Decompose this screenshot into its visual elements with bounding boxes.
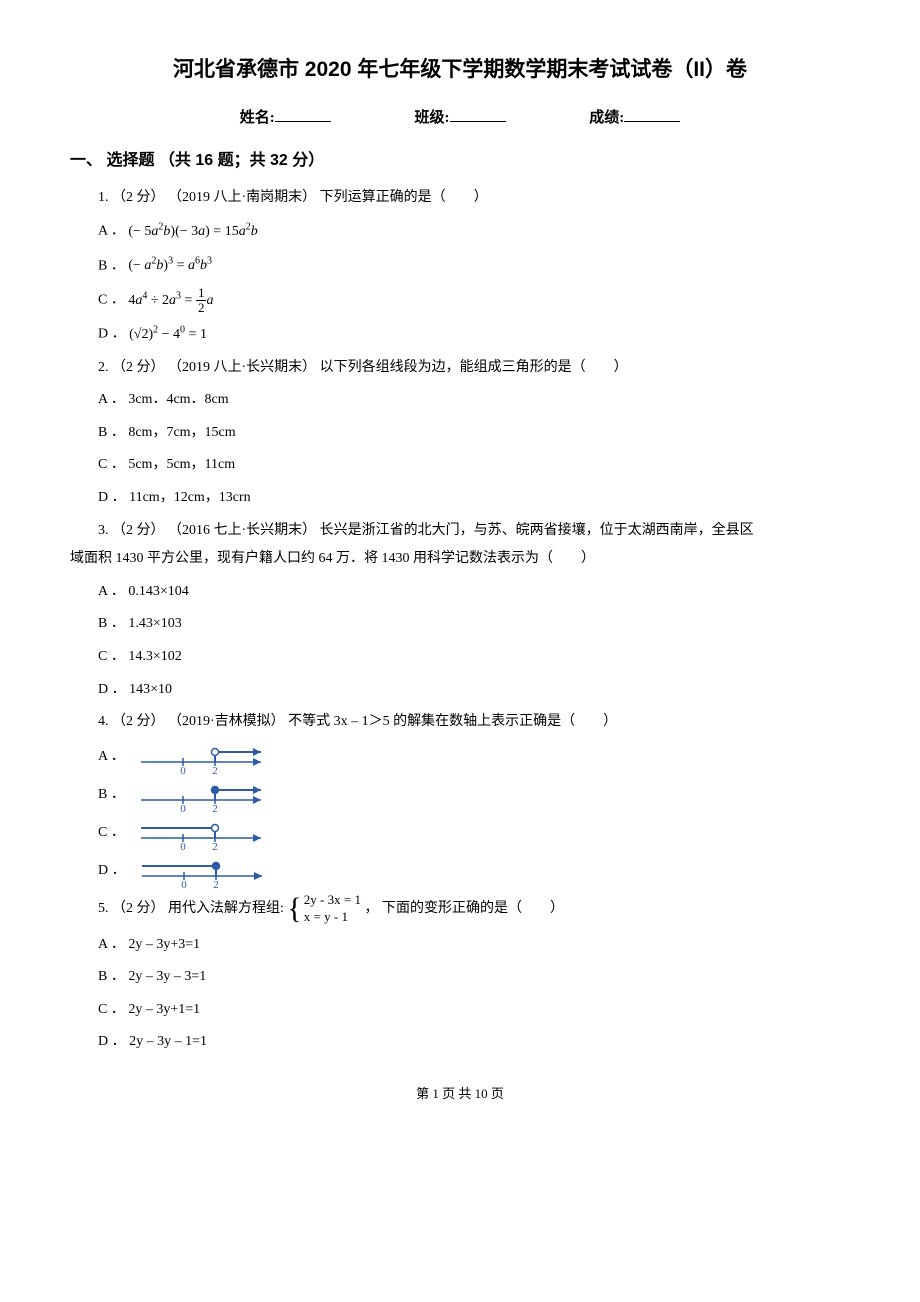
q4-option-b: B ． 0 2 (98, 778, 850, 812)
q4-a-prefix: A ． (98, 744, 125, 771)
q3-option-a: A ． 0.143×104 (98, 579, 850, 606)
q1-c-prefix: C ． (98, 293, 125, 308)
q5-text: 5. （2 分） 用代入法解方程组: { 2y - 3x = 1 x = y -… (98, 892, 850, 926)
axis-label-0: 0 (180, 765, 186, 774)
svg-text:2: 2 (212, 841, 218, 850)
q1-a-prefix: A ． (98, 224, 125, 239)
q4-options: A ． 0 2 B ． 0 2 C ． (98, 740, 850, 888)
q2-option-a: A ． 3cm．4cm．8cm (98, 387, 850, 414)
q5-option-c: C ． 2y – 3y+1=1 (98, 997, 850, 1024)
q1-option-d: D ． (√2)2 − 40 = 1 (98, 320, 850, 348)
q4-option-d: D ． 0 2 (98, 854, 850, 888)
q1-c-math: 4a4 ÷ 2a3 = 12a (128, 293, 213, 308)
svg-text:0: 0 (181, 879, 187, 888)
q3-option-d: D ． 143×10 (98, 677, 850, 704)
q4-b-prefix: B ． (98, 782, 125, 809)
q1-text: 1. （2 分） （2019 八上·南岗期末） 下列运算正确的是（ ） (98, 185, 850, 212)
q1-option-c: C ． 4a4 ÷ 2a3 = 12a (98, 286, 850, 315)
q4-c-prefix: C ． (98, 820, 125, 847)
section-1-header: 一、 选择题 （共 16 题；共 32 分） (70, 146, 850, 176)
q2-option-d: D ． 11cm，12cm，13crn (98, 485, 850, 512)
q5-system: { 2y - 3x = 1 x = y - 1 (287, 892, 361, 926)
q5-sys-row2: x = y - 1 (304, 909, 348, 924)
q5-sys-row1: 2y - 3x = 1 (304, 892, 361, 907)
q1-d-math: (√2)2 − 40 = 1 (129, 327, 207, 342)
q4-a-axis: 0 2 (135, 740, 275, 774)
q3-options: A ． 0.143×104 B ． 1.43×103 C ． 14.3×102 … (98, 579, 850, 703)
meta-row: 姓名: 班级: 成绩: (70, 104, 850, 133)
score-blank (624, 121, 680, 122)
svg-text:2: 2 (213, 879, 219, 888)
q4-c-axis: 0 2 (135, 816, 275, 850)
brace-icon: { (287, 894, 301, 924)
q1-b-prefix: B ． (98, 258, 125, 273)
q5-pre: 5. （2 分） 用代入法解方程组: (98, 901, 284, 916)
name-label: 姓名: (240, 110, 275, 126)
meta-class: 班级: (415, 104, 506, 133)
q3-option-c: C ． 14.3×102 (98, 644, 850, 671)
q2-text: 2. （2 分） （2019 八上·长兴期末） 以下列各组线段为边，能组成三角形… (98, 355, 850, 382)
q3-option-b: B ． 1.43×103 (98, 611, 850, 638)
q1-options: A ． (− 5a2b)(− 3a) = 15a2b B ． (− a2b)3 … (98, 217, 850, 348)
svg-text:2: 2 (212, 803, 218, 812)
svg-text:0: 0 (180, 803, 186, 812)
q4-option-c: C ． 0 2 (98, 816, 850, 850)
q4-text: 4. （2 分） （2019·吉林模拟） 不等式 3x – 1＞5 的解集在数轴… (98, 709, 850, 736)
axis-label-2: 2 (212, 765, 218, 774)
svg-text:0: 0 (180, 841, 186, 850)
q4-b-axis: 0 2 (135, 778, 275, 812)
q1-option-b: B ． (− a2b)3 = a6b3 (98, 252, 850, 280)
q3-text-line1: 3. （2 分） （2016 七上·长兴期末） 长兴是浙江省的北大门，与苏、皖两… (98, 518, 850, 545)
q1-option-a: A ． (− 5a2b)(− 3a) = 15a2b (98, 217, 850, 245)
q5-options: A ． 2y – 3y+3=1 B ． 2y – 3y – 3=1 C ． 2y… (98, 932, 850, 1056)
name-blank (275, 121, 331, 122)
q1-a-math: (− 5a2b)(− 3a) = 15a2b (128, 224, 257, 239)
q4-d-prefix: D ． (98, 858, 126, 885)
score-label: 成绩: (589, 110, 624, 126)
q5-option-b: B ． 2y – 3y – 3=1 (98, 964, 850, 991)
q5-option-a: A ． 2y – 3y+3=1 (98, 932, 850, 959)
q4-d-axis: 0 2 (136, 854, 276, 888)
class-blank (450, 121, 506, 122)
meta-score: 成绩: (589, 104, 680, 133)
q2-options: A ． 3cm．4cm．8cm B ． 8cm，7cm，15cm C ． 5cm… (98, 387, 850, 511)
page-title: 河北省承德市 2020 年七年级下学期数学期末考试试卷（II）卷 (70, 50, 850, 90)
q5-post: ， 下面的变形正确的是（ ） (364, 901, 564, 916)
q4-option-a: A ． 0 2 (98, 740, 850, 774)
page-footer: 第 1 页 共 10 页 (70, 1082, 850, 1107)
meta-name: 姓名: (240, 104, 331, 133)
q2-option-b: B ． 8cm，7cm，15cm (98, 420, 850, 447)
q3-text-line2: 域面积 1430 平方公里，现有户籍人口约 64 万．将 1430 用科学记数法… (70, 546, 850, 573)
q1-d-prefix: D ． (98, 327, 126, 342)
class-label: 班级: (415, 110, 450, 126)
q5-option-d: D ． 2y – 3y – 1=1 (98, 1029, 850, 1056)
q2-option-c: C ． 5cm，5cm，11cm (98, 452, 850, 479)
q1-b-math: (− a2b)3 = a6b3 (128, 258, 212, 273)
